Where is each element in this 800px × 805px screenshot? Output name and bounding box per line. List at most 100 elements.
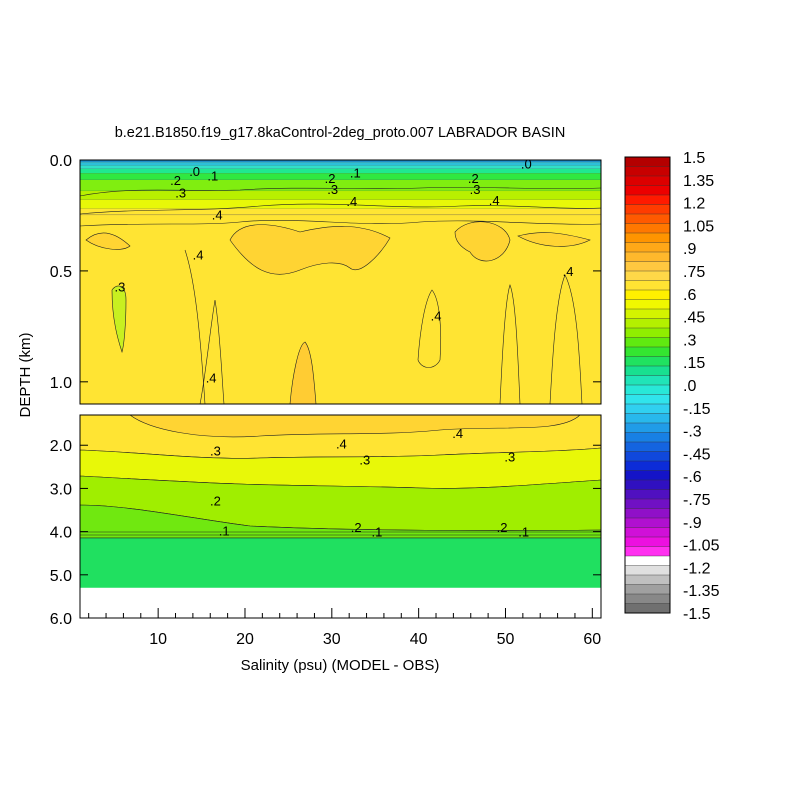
x-axis-label: Salinity (psu) (MODEL - OBS) bbox=[241, 657, 440, 674]
colorbar-swatch bbox=[624, 527, 671, 538]
colorbar-swatch bbox=[624, 394, 671, 405]
lower-y-tick-label: 5.0 bbox=[50, 568, 72, 585]
lower-panel: .4 .4 .3 .3 .3 .2 .2 .1 .1 .2 .1 2.0 3.0 4.0 5.0 6.0 bbox=[50, 414, 602, 628]
upper-contour-label: .3 bbox=[327, 182, 338, 197]
lower-contour-label: .3 bbox=[359, 452, 370, 467]
colorbar-label: 1.2 bbox=[683, 196, 705, 213]
upper-panel: .0.1.1.0.2.3.2.3.2.3.4.4.4.4.4.3.4.4 0.0… bbox=[50, 153, 602, 405]
colorbar-swatch bbox=[624, 403, 671, 414]
colorbar-label: .3 bbox=[683, 332, 696, 349]
upper-contour-label: .1 bbox=[350, 165, 361, 180]
x-tick-label: 60 bbox=[583, 631, 601, 648]
colorbar-swatch bbox=[624, 213, 671, 224]
upper-y-tick-label: 1.0 bbox=[50, 375, 72, 392]
colorbar-label: .0 bbox=[683, 378, 696, 395]
colorbar-swatch bbox=[624, 489, 671, 500]
colorbar-swatch bbox=[624, 365, 671, 376]
colorbar-swatch bbox=[624, 508, 671, 519]
upper-contour-label: .4 bbox=[346, 194, 357, 209]
colorbar-swatch bbox=[624, 337, 671, 348]
upper-depth-band bbox=[80, 208, 601, 215]
upper-contour-label: .4 bbox=[193, 247, 204, 262]
chart-title: b.e21.B1850.f19_g17.8kaControl-2deg_prot… bbox=[115, 125, 566, 141]
upper-contour-label: .2 bbox=[170, 173, 181, 188]
colorbar-swatch bbox=[624, 166, 671, 177]
upper-depth-band bbox=[80, 191, 601, 200]
colorbar-swatch bbox=[624, 232, 671, 243]
colorbar-swatch bbox=[624, 308, 671, 319]
lower-y-axis: 2.0 3.0 4.0 5.0 6.0 bbox=[50, 438, 601, 628]
colorbar-swatch bbox=[624, 460, 671, 471]
colorbar-swatch bbox=[624, 261, 671, 272]
colorbar-swatch bbox=[624, 546, 671, 557]
lower-contour-label: .4 bbox=[452, 426, 463, 441]
lower-contour-label: .2 bbox=[210, 493, 221, 508]
colorbar-swatch bbox=[624, 289, 671, 300]
colorbar-label: -.3 bbox=[683, 424, 702, 441]
upper-contour-label: .3 bbox=[470, 182, 481, 197]
colorbar-label: -.15 bbox=[683, 401, 711, 418]
colorbar-label: -1.5 bbox=[683, 606, 711, 623]
colorbar-label: 1.35 bbox=[683, 173, 714, 190]
colorbar-label: -.6 bbox=[683, 469, 702, 486]
lower-contour-labels: .4 .4 .3 .3 .3 .2 .2 .1 .1 .2 .1 bbox=[210, 426, 529, 539]
upper-depth-band bbox=[80, 162, 601, 166]
colorbar-swatch bbox=[624, 299, 671, 310]
colorbar-label: 1.5 bbox=[683, 150, 705, 167]
lower-contour-label: .1 bbox=[372, 524, 383, 539]
colorbar-swatch bbox=[624, 432, 671, 443]
x-tick-label: 10 bbox=[149, 631, 167, 648]
upper-contour-features bbox=[79, 187, 602, 405]
colorbar-swatch bbox=[624, 270, 671, 281]
colorbar-label: .15 bbox=[683, 355, 705, 372]
lower-contour-label: .2 bbox=[351, 520, 362, 535]
lower-contour-label: .3 bbox=[504, 449, 515, 464]
colorbar-swatch bbox=[624, 156, 671, 167]
lower-band-01 bbox=[80, 538, 601, 588]
upper-contour-label: .2 bbox=[325, 171, 336, 186]
upper-contour-label: .4 bbox=[489, 193, 500, 208]
colorbar-swatch bbox=[624, 280, 671, 291]
upper-depth-band bbox=[80, 168, 601, 174]
upper-contour-label: .4 bbox=[563, 264, 574, 279]
colorbar-swatch bbox=[624, 451, 671, 462]
colorbar-swatch bbox=[624, 593, 671, 604]
colorbar-swatch bbox=[624, 223, 671, 234]
colorbar-frame bbox=[624, 156, 671, 614]
colorbar-swatch bbox=[624, 422, 671, 433]
upper-contour-label: .4 bbox=[212, 207, 223, 222]
lower-contour-label: .1 bbox=[219, 524, 230, 539]
colorbar-swatch bbox=[624, 574, 671, 585]
lower-contour-label: .1 bbox=[518, 524, 529, 539]
colorbar-swatch bbox=[624, 584, 671, 595]
upper-contour-label: .0 bbox=[521, 156, 532, 171]
colorbar-swatch bbox=[624, 185, 671, 196]
colorbar-swatch bbox=[624, 175, 671, 186]
upper-contour-label: .4 bbox=[206, 370, 217, 385]
colorbar-label: -1.2 bbox=[683, 560, 711, 577]
lower-band-015 bbox=[79, 504, 602, 539]
colorbar-label: -1.35 bbox=[683, 583, 720, 600]
upper-contour-label: .2 bbox=[468, 171, 479, 186]
colorbar-label: -.9 bbox=[683, 515, 702, 532]
lower-contour-label: .2 bbox=[497, 520, 508, 535]
x-axis: 10 20 30 40 50 60 bbox=[88, 608, 601, 648]
colorbar-swatch bbox=[624, 327, 671, 338]
upper-depth-band bbox=[80, 173, 601, 180]
colorbar-swatch bbox=[624, 555, 671, 566]
colorbar-swatch bbox=[624, 565, 671, 576]
colorbar-label: -.75 bbox=[683, 492, 711, 509]
lower-contour-label: .4 bbox=[336, 436, 347, 451]
upper-y-axis: 0.0 0.5 1.0 bbox=[50, 153, 601, 392]
upper-contour-label: .4 bbox=[431, 308, 442, 323]
colorbar-swatch bbox=[624, 318, 671, 329]
colorbar-label: 1.05 bbox=[683, 218, 714, 235]
x-tick-label: 40 bbox=[410, 631, 428, 648]
colorbar-swatch bbox=[624, 204, 671, 215]
colorbar-swatch bbox=[624, 603, 671, 614]
colorbar: 1.5 1.35 1.2 1.05 .9 .75 .6 .45 .3 .15 .0 -.15 -.3 -.… bbox=[624, 150, 720, 623]
lower-panel-frame bbox=[79, 414, 602, 619]
upper-contour-label: .3 bbox=[175, 185, 186, 200]
upper-contour-label: .0 bbox=[189, 164, 200, 179]
